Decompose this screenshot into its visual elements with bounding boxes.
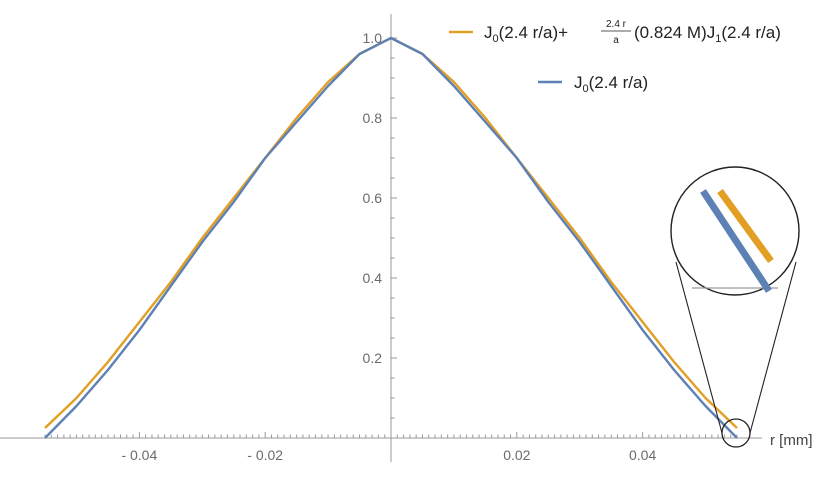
- x-tick-label: - 0.04: [121, 447, 157, 463]
- y-tick-label: 1.0: [363, 30, 383, 46]
- zoom-source-circle: [721, 418, 751, 448]
- zoom-connector-left: [675, 261, 723, 434]
- zoom-inset: [670, 166, 800, 448]
- legend-subscript: 0: [493, 33, 499, 45]
- legend-text-part: J: [574, 73, 583, 92]
- legend-text-part: (0.824 M)J: [634, 23, 715, 42]
- legend-frac-den: a: [613, 35, 619, 46]
- zoom-series-line-1: [700, 189, 772, 293]
- legend-text-part: (2.4 r/a): [589, 73, 649, 92]
- x-tick-label: - 0.02: [247, 447, 283, 463]
- x-tick-label: 0.04: [629, 447, 656, 463]
- legend-label-0-rest: (0.824 M)J1(2.4 r/a): [634, 23, 781, 45]
- legend-label-1: J0(2.4 r/a): [574, 73, 648, 95]
- legend: J0(2.4 r/a)+ 2.4 ra (0.824 M)J1(2.4 r/a)J…: [449, 19, 781, 95]
- y-tick-label: 0.8: [363, 110, 383, 126]
- legend-text-part: (2.4 r/a): [721, 23, 781, 42]
- legend-label-0: J0(2.4 r/a)+: [484, 23, 568, 45]
- series-layer: [44, 36, 738, 439]
- zoom-circle: [670, 166, 800, 296]
- legend-text-part: (2.4 r/a)+: [499, 23, 569, 42]
- y-tick-label: 0.2: [363, 350, 383, 366]
- y-tick-label: 0.6: [363, 190, 383, 206]
- legend-text-part: J: [484, 23, 493, 42]
- legend-frac-num: 2.4 r: [606, 19, 627, 30]
- zoom-connector-right: [749, 261, 797, 434]
- series-line-1: [44, 36, 738, 439]
- legend-subscript: 0: [583, 83, 589, 95]
- legend-subscript: 1: [715, 33, 721, 45]
- x-axis-title: r [mm]: [770, 432, 813, 449]
- x-tick-label: 0.02: [503, 447, 530, 463]
- zoom-series-line-0: [717, 188, 774, 264]
- y-tick-label: 0.4: [363, 270, 383, 286]
